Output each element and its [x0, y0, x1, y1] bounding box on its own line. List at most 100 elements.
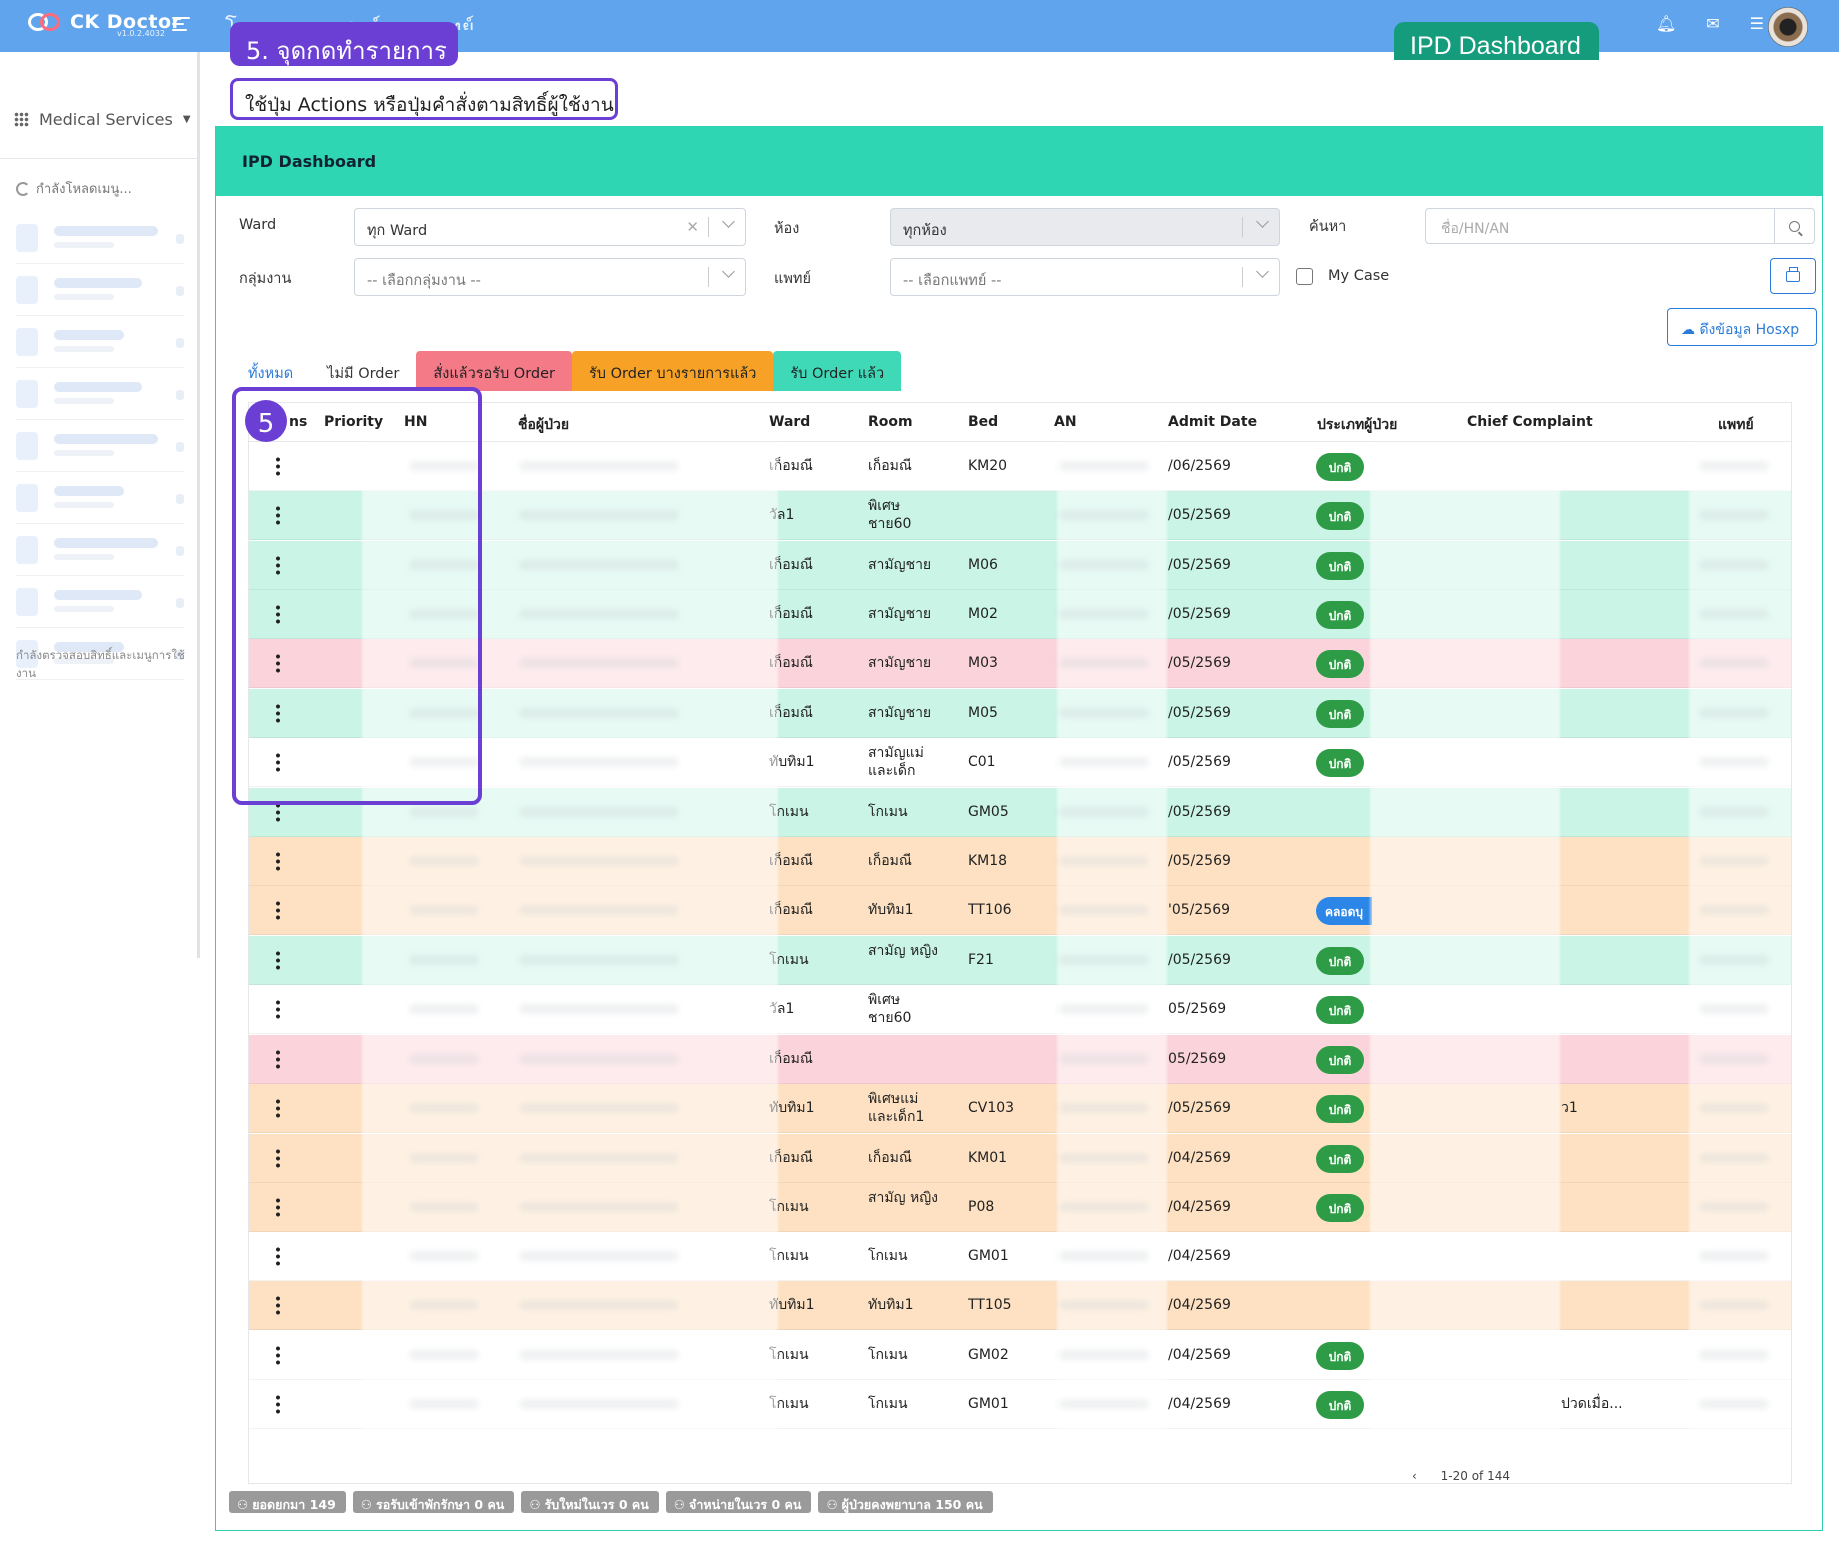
- col-room[interactable]: Room: [868, 414, 913, 430]
- ward-cell: เก็อมณี: [769, 902, 813, 918]
- tab-partial-order[interactable]: รับ Order บางรายการแล้ว: [572, 351, 774, 391]
- apps-grid-icon: [14, 112, 29, 127]
- room-cell: โกเมน: [868, 1396, 908, 1412]
- step-number-annotation: 5: [245, 400, 287, 442]
- clear-icon[interactable]: ✕: [686, 218, 699, 236]
- col-name[interactable]: ชื่อผู้ป่วย: [518, 417, 570, 433]
- admit-date-cell: /05/2569: [1168, 804, 1231, 820]
- group-label: กลุ่มงาน: [239, 271, 292, 287]
- cloud-download-icon: ☁︎: [1681, 322, 1695, 338]
- fetch-hosxp-label: ดึงข้อมูล Hosxp: [1699, 322, 1800, 338]
- caret-down-icon: ▼: [182, 114, 191, 125]
- tab-no-order[interactable]: ไม่มี Order: [327, 366, 400, 382]
- menu-toggle-icon[interactable]: [172, 17, 190, 33]
- patient-type-badge: ปกติ: [1316, 552, 1364, 580]
- tab-all[interactable]: ทั้งหมด: [248, 366, 294, 382]
- menu-skeleton-item: [16, 368, 184, 420]
- col-chief-complaint[interactable]: Chief Complaint: [1467, 414, 1593, 430]
- actions-menu-icon[interactable]: [276, 1197, 280, 1217]
- chip-label: ยอดยกมา 149: [252, 1497, 336, 1512]
- mail-icon[interactable]: ✉︎: [1706, 14, 1720, 33]
- table-header: ns Priority HN ชื่อผู้ป่วย Ward Room Bed…: [249, 403, 1791, 442]
- actions-menu-icon[interactable]: [276, 1098, 280, 1118]
- room-cell: เก็อมณี: [868, 1150, 912, 1166]
- col-doctor[interactable]: แพทย์: [1718, 417, 1754, 433]
- bed-cell: F21: [968, 952, 994, 968]
- bed-cell: KM20: [968, 458, 1008, 474]
- bell-icon[interactable]: 🔔︎: [1655, 14, 1677, 33]
- menu-loading: กำลังโหลดเมนู...: [16, 178, 132, 199]
- room-cell: พิเศษ ชาย60: [868, 498, 912, 532]
- user-check-icon: ⚇: [826, 1497, 838, 1512]
- col-bed[interactable]: Bed: [968, 414, 999, 430]
- admit-date-cell: '05/2569: [1168, 902, 1231, 918]
- room-label: ห้อง: [774, 221, 800, 237]
- actions-menu-icon[interactable]: [276, 851, 280, 871]
- actions-menu-icon[interactable]: [276, 653, 280, 673]
- search-input[interactable]: ชื่อ/HN/AN: [1425, 208, 1815, 244]
- app-logo[interactable]: CK Doctor: [28, 11, 181, 33]
- col-ward[interactable]: Ward: [769, 414, 811, 430]
- ward-select[interactable]: ทุก Ward ✕: [354, 208, 746, 246]
- actions-menu-icon[interactable]: [276, 950, 280, 970]
- service-selector[interactable]: Medical Services ▼: [14, 110, 191, 129]
- actions-menu-icon[interactable]: [276, 1394, 280, 1414]
- room-select[interactable]: ทุกห้อง: [890, 208, 1280, 246]
- col-patient-type[interactable]: ประเภทผู้ป่วย: [1317, 417, 1398, 433]
- bed-cell: M03: [968, 655, 998, 671]
- patient-type-badge: ปกติ: [1316, 1095, 1364, 1123]
- task-list-icon[interactable]: ☰: [1749, 14, 1764, 33]
- patient-type-badge: ปกติ: [1316, 1145, 1364, 1173]
- print-button[interactable]: [1770, 258, 1816, 294]
- col-admit-date[interactable]: Admit Date: [1168, 414, 1258, 430]
- page-range: 1-20 of 144: [1440, 1469, 1510, 1483]
- actions-menu-icon[interactable]: [276, 604, 280, 624]
- actions-menu-icon[interactable]: [276, 752, 280, 772]
- menu-skeleton-item: [16, 576, 184, 628]
- bed-cell: M06: [968, 557, 998, 573]
- actions-menu-icon[interactable]: [276, 1295, 280, 1315]
- search-button[interactable]: [1774, 209, 1814, 243]
- my-case-checkbox[interactable]: [1296, 268, 1313, 285]
- actions-menu-icon[interactable]: [276, 555, 280, 575]
- group-select[interactable]: -- เลือกกลุ่มงาน --: [354, 258, 746, 296]
- room-cell: โกเมน: [868, 804, 908, 820]
- col-an[interactable]: AN: [1054, 414, 1077, 430]
- spinner-icon: [16, 181, 30, 196]
- printer-icon: [1786, 266, 1800, 282]
- col-hn[interactable]: HN: [404, 414, 428, 430]
- tab-awaiting-order[interactable]: สั่งแล้วรอรับ Order: [416, 351, 573, 391]
- actions-menu-icon[interactable]: [276, 1148, 280, 1168]
- actions-menu-icon[interactable]: [276, 999, 280, 1019]
- col-priority[interactable]: Priority: [324, 414, 384, 430]
- prev-page-icon[interactable]: ‹: [1412, 1469, 1417, 1483]
- actions-menu-icon[interactable]: [276, 456, 280, 476]
- patient-table: ns Priority HN ชื่อผู้ป่วย Ward Room Bed…: [248, 402, 1792, 1484]
- chip-carried-over: ⚇ ยอดยกมา 149: [229, 1491, 346, 1513]
- patient-type-badge: ปกติ: [1316, 1046, 1364, 1074]
- tab-received-order[interactable]: รับ Order แล้ว: [773, 351, 902, 391]
- actions-menu-icon[interactable]: [276, 802, 280, 822]
- avatar[interactable]: [1768, 7, 1808, 47]
- actions-menu-icon[interactable]: [276, 1345, 280, 1365]
- actions-menu-icon[interactable]: [276, 1049, 280, 1069]
- app-version: v1.0.2.4032: [117, 29, 165, 38]
- fetch-hosxp-button[interactable]: ☁︎ ดึงข้อมูล Hosxp: [1667, 308, 1817, 346]
- actions-menu-icon[interactable]: [276, 900, 280, 920]
- ward-cell: เก็อมณี: [769, 705, 813, 721]
- chevron-down-icon: [722, 265, 735, 278]
- chip-label: รอรับเข้าพักรักษา 0 คน: [375, 1497, 505, 1512]
- bed-cell: C01: [968, 754, 996, 770]
- doctor-select[interactable]: -- เลือกแพทย์ --: [890, 258, 1280, 296]
- actions-menu-icon[interactable]: [276, 505, 280, 525]
- admit-date-cell: /04/2569: [1168, 1347, 1231, 1363]
- actions-menu-icon[interactable]: [276, 1246, 280, 1266]
- admit-date-cell: 05/2569: [1168, 1051, 1227, 1067]
- ward-cell: ทับทิม1: [769, 754, 815, 770]
- patient-type-badge: ปกติ: [1316, 700, 1364, 728]
- loading-text: กำลังโหลดเมนู...: [36, 182, 132, 197]
- admit-date-cell: /05/2569: [1168, 507, 1231, 523]
- actions-menu-icon[interactable]: [276, 703, 280, 723]
- ward-cell: โกเมน: [769, 1396, 809, 1412]
- step-title-annotation: 5. จุดกดทำรายการ: [230, 22, 458, 66]
